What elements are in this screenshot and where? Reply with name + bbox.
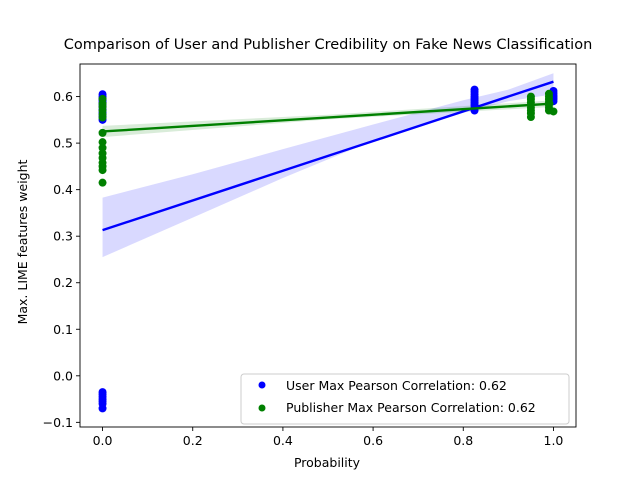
y-tick-label: 0.2	[53, 275, 73, 290]
legend-marker-user	[258, 381, 266, 389]
publisher-data-point	[98, 113, 107, 122]
legend: User Max Pearson Correlation: 0.62 Publi…	[240, 373, 570, 425]
y-axis-ticks: −0.1 0.0 0.1 0.2 0.3 0.4 0.5 0.6	[43, 89, 80, 430]
y-tick-label: 0.4	[53, 182, 73, 197]
x-axis-label: Probability	[294, 455, 361, 470]
user-confidence-band	[102, 73, 554, 258]
y-tick-label: 0.1	[53, 322, 73, 337]
publisher-data-point	[98, 138, 107, 147]
y-tick-label: −0.1	[43, 415, 73, 430]
regression-lines	[102, 80, 554, 232]
x-tick-label: 0.2	[183, 433, 203, 448]
x-tick-label: 1.0	[544, 433, 564, 448]
legend-label-user: User Max Pearson Correlation: 0.62	[286, 378, 507, 393]
publisher-data-point	[526, 113, 535, 122]
x-axis-ticks: 0.0 0.2 0.4 0.6 0.8 1.0	[93, 427, 564, 448]
legend-marker-publisher	[258, 404, 266, 412]
y-tick-label: 0.5	[53, 136, 73, 151]
y-axis-label: Max. LIME features weight	[15, 159, 30, 324]
publisher-data-point	[98, 128, 107, 137]
y-tick-label: 0.6	[53, 89, 73, 104]
confidence-bands	[102, 73, 554, 258]
publisher-data-point	[98, 166, 107, 175]
legend-box	[240, 373, 570, 425]
publisher-data-point	[549, 107, 558, 116]
user-regression-line	[102, 80, 554, 232]
publisher-regression-line	[102, 102, 554, 133]
plot-area-frame	[79, 63, 577, 428]
x-tick-label: 0.0	[93, 433, 113, 448]
data-points	[98, 85, 558, 413]
legend-label-publisher: Publisher Max Pearson Correlation: 0.62	[286, 400, 536, 415]
publisher-data-point	[98, 178, 107, 187]
x-tick-label: 0.6	[363, 433, 383, 448]
y-tick-label: 0.0	[53, 368, 73, 383]
chart-title: Comparison of User and Publisher Credibi…	[64, 37, 593, 53]
user-data-point	[98, 404, 107, 413]
y-tick-label: 0.3	[53, 229, 73, 244]
publisher-data-point	[98, 143, 107, 152]
x-tick-label: 0.4	[273, 433, 293, 448]
x-tick-label: 0.8	[453, 433, 473, 448]
